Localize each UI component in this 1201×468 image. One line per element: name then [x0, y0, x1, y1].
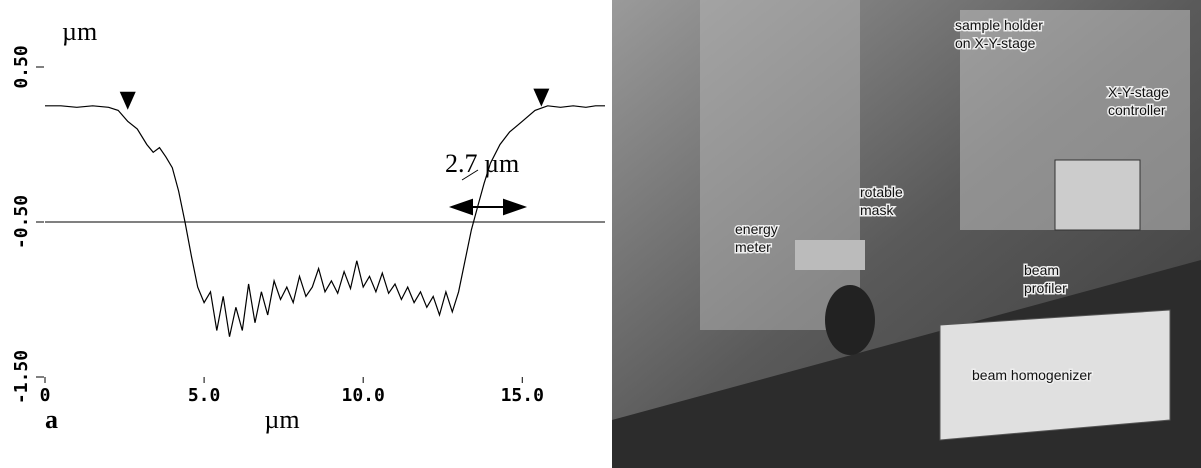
photo-labels: sample holder on X-Y-stage X-Y-stage contro…: [734, 16, 1171, 385]
photo-label: X-Y-stage: [1108, 84, 1169, 100]
y-tick-label: 0.50: [11, 45, 32, 88]
x-tick-label: 0: [40, 385, 51, 406]
energy-meter: [795, 240, 865, 270]
x-tick-label: 5.0: [188, 385, 221, 406]
annotation: 2.7 µm: [445, 149, 519, 178]
marker-triangle: [533, 88, 550, 107]
x-tick-label: 10.0: [342, 385, 385, 406]
window: [700, 0, 860, 330]
optic: [825, 285, 875, 355]
x-axis-label: µm: [264, 405, 299, 434]
panel-label: a: [45, 405, 58, 434]
photo-label: sample holder: [955, 17, 1043, 33]
photo-label: on X-Y-stage: [955, 35, 1036, 51]
y-unit-label: µm: [62, 17, 97, 46]
profile-chart: 0.50 -0.50 -1.50 0 5.0 10.0 15.0 µm µm a 2.7 µm: [11, 17, 605, 434]
photo-label: controller: [1108, 102, 1166, 118]
photo-label: beam: [1024, 262, 1059, 278]
photo-label: beam homogenizer: [972, 367, 1092, 383]
photo: [612, 0, 1201, 468]
photo-label: profiler: [1024, 280, 1067, 296]
monitor: [1054, 159, 1141, 231]
photo-label: meter: [735, 239, 771, 255]
profile-line: [45, 105, 605, 337]
marker-triangle: [119, 91, 136, 110]
homogenizer-box: [939, 309, 1171, 441]
x-tick-label: 15.0: [501, 385, 544, 406]
photo-label: energy: [735, 221, 778, 237]
double-arrow: [448, 169, 528, 216]
y-tick-label: -1.50: [11, 350, 32, 404]
photo-label: mask: [860, 202, 894, 218]
photo-label: rotable: [860, 184, 903, 200]
y-tick-label: -0.50: [11, 195, 32, 249]
